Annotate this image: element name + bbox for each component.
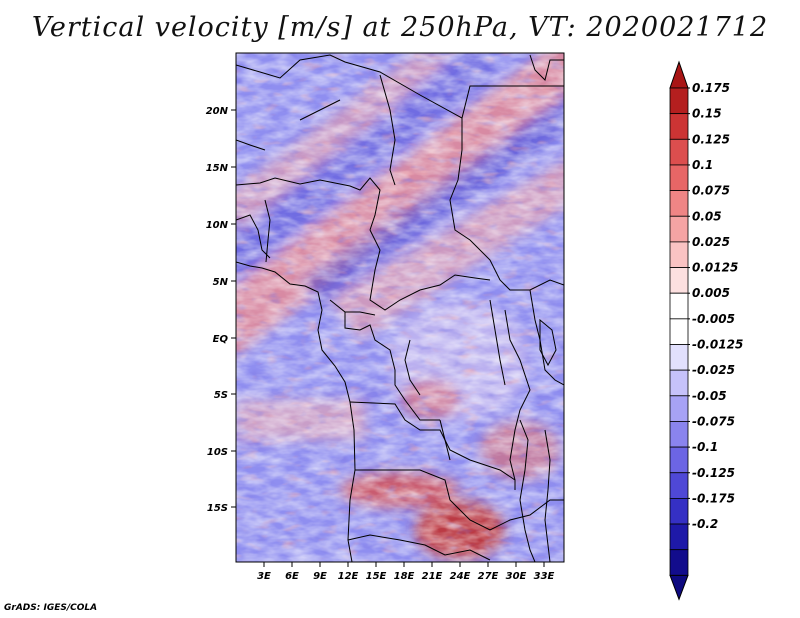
lat-label: 15S xyxy=(207,503,228,514)
colorbar-label: 0.0125 xyxy=(692,261,738,275)
colorbar-bottom-arrow xyxy=(669,574,689,601)
lat-label: 10N xyxy=(206,220,229,231)
lon-label: 9E xyxy=(313,571,327,582)
lon-label: 18E xyxy=(394,571,415,582)
colorbar-swatch xyxy=(669,138,689,166)
lon-ticks xyxy=(263,562,545,567)
lat-label: 10S xyxy=(207,447,228,458)
colorbar-label: -0.05 xyxy=(692,389,727,403)
colorbar-label: 0.005 xyxy=(692,286,730,300)
lon-label: 27E xyxy=(478,571,499,582)
colorbar-swatch xyxy=(669,241,689,268)
lat-ticks xyxy=(231,109,236,508)
map-frame xyxy=(235,52,565,563)
colorbar-label: 0.05 xyxy=(692,209,722,223)
lat-labels: 20N 15N 10N 5N EQ 5S 10S 15S xyxy=(206,106,229,514)
colorbar-swatch xyxy=(669,472,689,499)
colorbar-label: -0.125 xyxy=(692,466,735,480)
colorbar-swatch xyxy=(669,292,689,320)
colorbar-swatch xyxy=(669,215,689,243)
lon-label: 15E xyxy=(366,571,387,582)
country-borders xyxy=(236,54,564,562)
colorbar-label: -0.075 xyxy=(692,414,735,428)
chart-title: Vertical velocity [m/s] at 250hPa, VT: 2… xyxy=(31,12,769,43)
colorbar-top-arrow xyxy=(669,60,689,89)
lon-label: 24E xyxy=(450,571,471,582)
lat-label: EQ xyxy=(213,334,229,345)
lon-labels: 3E 6E 9E 12E 15E 18E 21E 24E 27E 30E 33E xyxy=(257,571,554,582)
colorbar-swatch xyxy=(669,344,689,371)
colorbar-label: 0.025 xyxy=(692,235,730,249)
colorbar-swatch xyxy=(669,267,689,294)
colorbar-label: 0.075 xyxy=(692,184,730,198)
lon-label: 21E xyxy=(422,571,443,582)
colorbar-label: -0.175 xyxy=(692,491,735,505)
colorbar: 0.175 0.15 0.125 0.1 0.075 0.05 0.025 0.0125 0.0… xyxy=(669,60,743,601)
colorbar-label: -0.005 xyxy=(692,312,735,326)
colorbar-label: 0.175 xyxy=(692,81,730,95)
colorbar-swatch xyxy=(669,497,689,525)
colorbar-swatch xyxy=(669,318,689,345)
colorbar-swatch xyxy=(669,164,689,191)
colorbar-swatch xyxy=(669,190,689,217)
colorbar-label: 0.125 xyxy=(692,132,730,146)
colorbar-label: -0.1 xyxy=(692,440,718,454)
colorbar-swatch xyxy=(669,549,689,576)
lat-label: 20N xyxy=(206,106,229,117)
lon-label: 30E xyxy=(506,571,527,582)
colorbar-label: 0.15 xyxy=(692,107,722,121)
velocity-field xyxy=(236,53,564,562)
credit-text: GrADS: IGES/COLA xyxy=(4,603,98,613)
lon-label: 6E xyxy=(285,571,299,582)
colorbar-swatch xyxy=(669,523,689,551)
colorbar-swatch xyxy=(669,395,689,422)
lon-label: 3E xyxy=(257,571,271,582)
colorbar-label: 0.1 xyxy=(692,158,713,172)
colorbar-label: -0.025 xyxy=(692,363,735,377)
lat-label: 15N xyxy=(206,163,229,174)
colorbar-swatch xyxy=(669,113,689,140)
colorbar-swatch xyxy=(669,446,689,474)
colorbar-swatch xyxy=(669,369,689,397)
colorbar-swatch xyxy=(669,87,689,115)
lon-label: 33E xyxy=(534,571,555,582)
lon-label: 12E xyxy=(338,571,359,582)
lat-label: 5N xyxy=(213,277,229,288)
lat-label: 5S xyxy=(214,390,228,401)
colorbar-swatch xyxy=(669,421,689,448)
colorbar-label: -0.0125 xyxy=(692,338,743,352)
colorbar-label: -0.2 xyxy=(692,517,718,531)
